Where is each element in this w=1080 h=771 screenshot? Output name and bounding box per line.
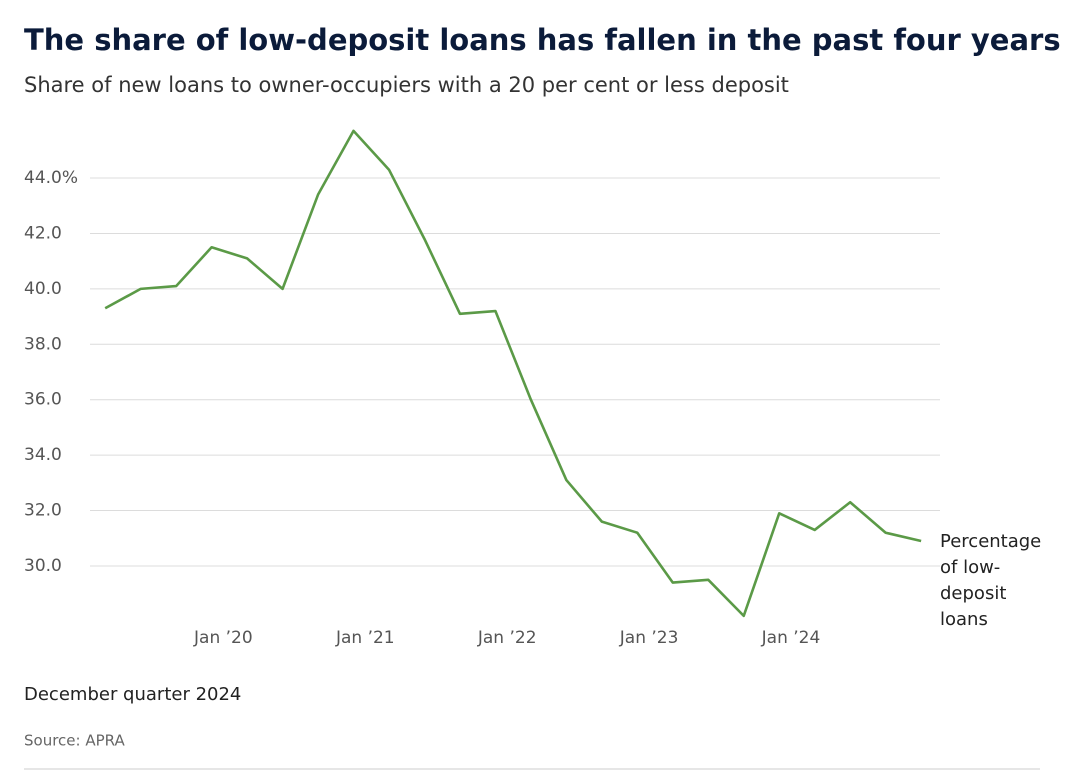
y-tick-label: 40.0 xyxy=(24,279,62,299)
x-tick-label: Jan ’22 xyxy=(477,628,537,648)
x-tick-label: Jan ’21 xyxy=(335,628,395,648)
x-tick-label: Jan ’23 xyxy=(619,628,679,648)
y-tick-label: 36.0 xyxy=(24,390,62,410)
y-tick-label: 30.0 xyxy=(24,556,62,576)
y-tick-label: 34.0 xyxy=(24,445,62,465)
y-tick-label: 44.0% xyxy=(24,168,78,188)
y-tick-label: 42.0 xyxy=(24,223,62,243)
y-tick-label: 32.0 xyxy=(24,501,62,521)
series-label: Percentage of low-deposit loans xyxy=(940,531,1042,630)
data-line xyxy=(104,129,922,618)
chart-source: Source: APRA xyxy=(24,732,125,750)
chart-note: December quarter 2024 xyxy=(24,684,241,705)
chart-title: The share of low-deposit loans has falle… xyxy=(24,23,1061,57)
chart-subtitle: Share of new loans to owner-occupiers wi… xyxy=(24,73,789,97)
y-tick-label: 38.0 xyxy=(24,334,62,354)
x-tick-label: Jan ’24 xyxy=(761,628,821,648)
x-tick-label: Jan ’20 xyxy=(193,628,253,648)
